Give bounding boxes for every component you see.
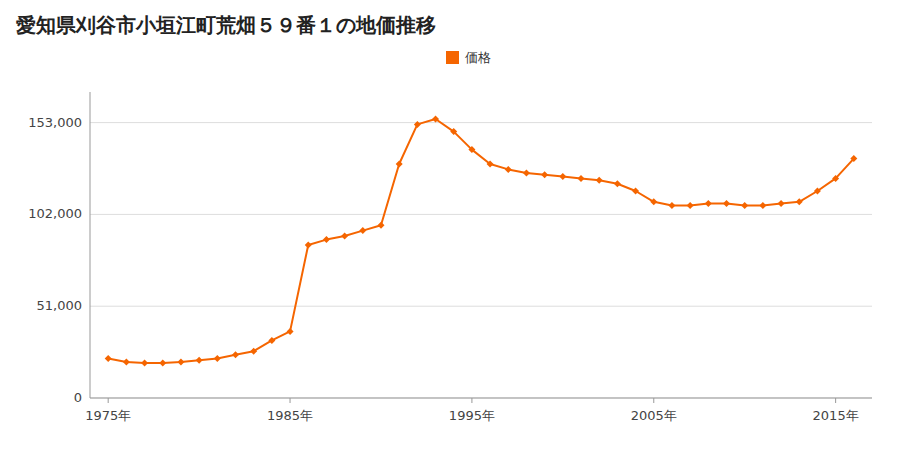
point <box>814 188 821 195</box>
legend-swatch <box>446 51 459 64</box>
point <box>705 200 712 207</box>
point <box>468 146 475 153</box>
x-tick-label: 1995年 <box>449 408 495 423</box>
y-axis: 0 51,000 102,000 153,000 <box>28 115 872 405</box>
point <box>159 359 166 366</box>
background <box>0 0 900 450</box>
point <box>396 161 403 168</box>
y-tick-label: 153,000 <box>28 115 82 130</box>
point <box>105 355 112 362</box>
point <box>432 116 439 123</box>
point <box>123 359 130 366</box>
plot-area <box>105 116 858 367</box>
point <box>596 177 603 184</box>
y-tick-label: 51,000 <box>37 298 83 313</box>
point <box>305 242 312 249</box>
point <box>232 351 239 358</box>
grid-line <box>90 214 872 215</box>
x-tick <box>471 398 472 403</box>
title: 愛知県刈谷市小垣江町荒畑５９番１の地価推移 <box>16 13 436 37</box>
grid-line <box>90 398 872 399</box>
y-tick-label: 102,000 <box>28 206 82 221</box>
point <box>778 200 785 207</box>
x-tick <box>653 398 654 403</box>
point <box>741 202 748 209</box>
point <box>341 233 348 240</box>
point <box>268 337 275 344</box>
point <box>632 188 639 195</box>
point <box>614 180 621 187</box>
point <box>359 227 366 234</box>
x-axis: 1975年 1985年 1995年 2005年 2015年 <box>85 398 859 423</box>
point <box>650 198 657 205</box>
x-tick <box>835 398 836 403</box>
point <box>505 166 512 173</box>
point <box>832 175 839 182</box>
point <box>196 357 203 364</box>
point <box>414 121 421 128</box>
y-tick-label: 0 <box>74 390 82 405</box>
point <box>523 170 530 177</box>
point <box>541 171 548 178</box>
x-tick-label: 1985年 <box>267 408 313 423</box>
point <box>177 359 184 366</box>
point <box>287 328 294 335</box>
point <box>759 202 766 209</box>
x-tick <box>108 398 109 403</box>
point <box>850 155 857 162</box>
point <box>214 355 221 362</box>
point <box>559 173 566 180</box>
legend: 価格 <box>446 50 491 65</box>
x-axis-line <box>90 398 872 399</box>
x-tick <box>290 398 291 403</box>
point <box>578 175 585 182</box>
grid-line <box>90 306 872 307</box>
point <box>141 359 148 366</box>
x-tick-label: 2015年 <box>813 408 859 423</box>
point <box>668 202 675 209</box>
point <box>487 161 494 168</box>
point <box>687 202 694 209</box>
x-tick-label: 2005年 <box>631 408 677 423</box>
point <box>377 222 384 229</box>
line <box>108 119 854 363</box>
point <box>323 236 330 243</box>
point <box>723 200 730 207</box>
x-tick-label: 1975年 <box>85 408 131 423</box>
chart: 愛知県刈谷市小垣江町荒畑５９番１の地価推移 0 51,000 102,000 153,0… <box>0 0 900 450</box>
point <box>250 348 257 355</box>
point <box>450 128 457 135</box>
grid-line <box>90 122 872 123</box>
point <box>796 198 803 205</box>
legend-label: 価格 <box>465 50 491 65</box>
y-axis-line <box>90 92 91 398</box>
